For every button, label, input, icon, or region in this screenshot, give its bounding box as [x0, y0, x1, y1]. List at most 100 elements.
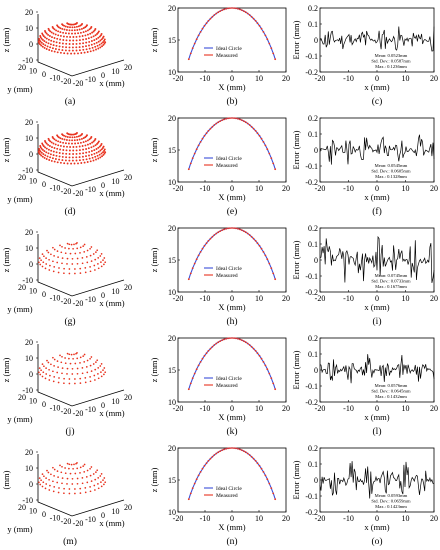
sphere-point: [72, 43, 75, 45]
measured-point: [205, 352, 208, 355]
y-tick-label: -10: [50, 404, 61, 413]
y-tick-label: -20: [61, 297, 72, 306]
y-tick-label: 0.2: [308, 334, 318, 343]
measured-point: [248, 124, 251, 126]
x-axis-label: x (mm): [99, 188, 124, 198]
sphere-point: [77, 135, 80, 138]
measured-point: [264, 474, 267, 477]
sphere-point: [66, 136, 69, 138]
sphere-point: [40, 259, 42, 262]
legend-label: Ideal Circle: [216, 266, 242, 272]
sphere-point: [85, 151, 88, 154]
sphere-point: [85, 366, 88, 368]
sphere-point: [59, 141, 62, 144]
sphere-point: [102, 43, 105, 46]
x-tick-label: 10: [402, 404, 410, 413]
sphere-point: [89, 32, 92, 35]
measured-point: [260, 137, 263, 140]
sphere-point: [104, 151, 107, 154]
measured-point: [193, 262, 196, 265]
y-tick-label: -0.1: [305, 382, 318, 391]
y-tick-label: 20: [18, 503, 26, 512]
panel-arc-profile: -20 -10 0 10 20 20 15 10 X (mm) z (mm) Ideal Circl…: [149, 4, 290, 107]
sphere-point: [62, 145, 65, 148]
measured-point: [244, 451, 247, 454]
sphere-point: [52, 246, 54, 249]
measured-point: [209, 237, 212, 240]
sphere-point: [75, 42, 78, 45]
sphere-point: [71, 263, 74, 265]
measured-point: [266, 38, 269, 41]
sphere-point: [44, 44, 47, 47]
sphere-point: [71, 477, 74, 480]
sphere-point: [90, 153, 93, 156]
sphere-point: [90, 40, 93, 42]
measured-point: [268, 372, 271, 375]
sphere-point: [76, 367, 79, 370]
sphere-point: [82, 48, 85, 51]
sphere-point: [44, 267, 47, 270]
stats-line: Max.: 0.1423mm: [375, 504, 407, 509]
x-tick-label: 0: [375, 514, 379, 523]
sphere-point: [82, 465, 85, 467]
measured-point: [221, 339, 224, 341]
sphere-point: [90, 36, 93, 39]
measured-point: [237, 447, 239, 450]
measured-point: [201, 137, 204, 140]
measured-point: [211, 125, 214, 128]
sphere-point: [69, 36, 72, 38]
sphere-point: [88, 150, 91, 153]
sphere-point: [100, 38, 103, 41]
measured-point: [237, 7, 239, 10]
sphere-point: [49, 264, 51, 267]
sphere-point: [86, 139, 89, 142]
measured-point: [193, 372, 196, 375]
sphere-point: [89, 137, 92, 140]
sphere-point: [58, 377, 60, 379]
sphere-point: [84, 377, 87, 379]
sphere-point: [71, 46, 74, 49]
sphere-point: [49, 43, 52, 46]
sphere-point: [102, 145, 105, 148]
y-tick-label: 10: [29, 67, 37, 76]
x-tick-label: 20: [282, 74, 290, 83]
sphere-point: [78, 152, 81, 155]
x-tick-label: 20: [124, 283, 132, 292]
sphere-point: [84, 144, 87, 147]
sphere-point: [88, 138, 91, 141]
sphere-point: [59, 38, 62, 41]
sphere-point: [83, 161, 86, 164]
y-tick-label: 10: [29, 397, 37, 406]
sphere-point: [83, 51, 86, 54]
y-axis-label: Error (mm): [291, 460, 301, 499]
sphere-point: [64, 49, 67, 52]
sphere-point: [58, 267, 60, 269]
sphere-point: [45, 483, 48, 485]
sphere-point: [94, 269, 96, 271]
x-axis-label: x (mm): [99, 298, 124, 308]
sphere-point: [66, 462, 69, 465]
measured-point: [239, 448, 241, 451]
legend-label: Measured: [216, 163, 238, 169]
sphere-point: [77, 142, 80, 145]
x-tick-label: -10: [200, 294, 211, 303]
y-tick-label: -0.1: [305, 52, 318, 61]
sphere-point: [54, 33, 57, 36]
sphere-point: [71, 139, 74, 142]
sphere-point: [71, 26, 74, 29]
sphere-point: [86, 261, 89, 264]
sphere-point: [55, 41, 58, 44]
point-cloud: [38, 242, 107, 275]
sphere-point: [41, 32, 44, 35]
measured-point: [254, 19, 257, 22]
measured-point: [203, 354, 206, 357]
sphere-point: [75, 25, 78, 28]
measured-point: [266, 478, 269, 481]
sphere-point: [92, 49, 95, 52]
sphere-point: [85, 158, 88, 161]
sphere-point: [65, 39, 68, 42]
sphere-point: [66, 373, 68, 375]
sphere-point: [62, 149, 65, 151]
sphere-point: [85, 155, 87, 158]
